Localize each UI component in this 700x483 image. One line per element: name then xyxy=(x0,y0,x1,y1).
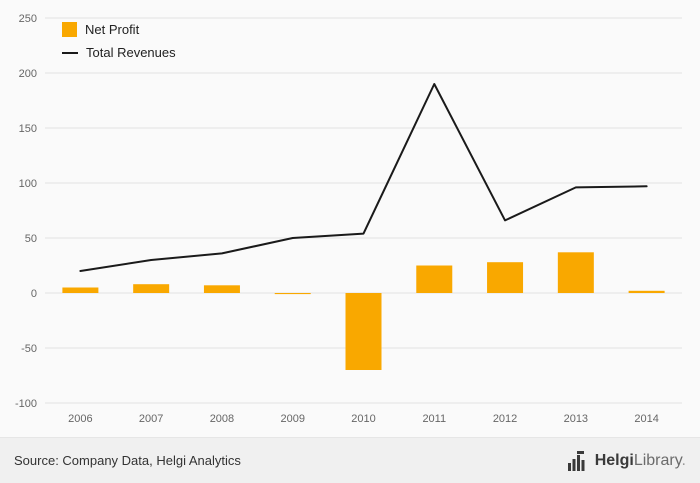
x-axis-tick-label: 2008 xyxy=(210,413,234,425)
y-axis-tick-label: 0 xyxy=(31,288,37,300)
total-revenues-line xyxy=(79,83,648,272)
net-profit-bar xyxy=(62,287,99,293)
net-profit-bar xyxy=(557,252,594,293)
net-profit-bar xyxy=(416,265,453,293)
x-axis-tick-label: 2006 xyxy=(68,413,92,425)
logo-text-library: Library xyxy=(633,451,682,469)
logo-text: HelgiLibrary. xyxy=(595,452,686,470)
y-axis-tick-label: 150 xyxy=(19,123,37,135)
y-axis-tick-label: 100 xyxy=(19,178,37,190)
source-attribution: Source: Company Data, Helgi Analytics xyxy=(14,453,241,468)
x-axis-tick-label: 2007 xyxy=(139,413,163,425)
logo-text-helgi: Helgi xyxy=(594,451,634,469)
net-profit-bar xyxy=(628,290,665,293)
net-profit-bar xyxy=(487,262,524,293)
net-profit-bar xyxy=(274,293,311,295)
legend-item-total-revenues: Total Revenues xyxy=(62,45,176,60)
total-revenues-line-swatch-icon xyxy=(62,51,78,54)
x-axis-tick-label: 2012 xyxy=(493,413,517,425)
chart-legend: Net Profit Total Revenues xyxy=(62,22,176,60)
x-axis-tick-label: 2009 xyxy=(280,413,304,425)
helgi-library-logo-icon xyxy=(567,450,585,471)
y-axis-tick-label: -50 xyxy=(21,343,37,355)
footer-bar: Source: Company Data, Helgi Analytics He… xyxy=(0,437,700,483)
x-axis-tick-label: 2013 xyxy=(564,413,588,425)
net-profit-bar xyxy=(345,293,382,370)
y-axis-tick-label: 200 xyxy=(19,68,37,80)
chart-area: -100 -50 0 50 100 150 200 250 2006 2007 2008 2009 20… xyxy=(15,13,682,425)
legend-label-net-profit: Net Profit xyxy=(85,22,140,37)
legend-item-net-profit: Net Profit xyxy=(62,22,176,37)
x-axis-tick-label: 2014 xyxy=(634,413,658,425)
x-axis-tick-label: 2010 xyxy=(351,413,375,425)
net-profit-bar xyxy=(203,285,240,293)
net-profit-revenues-chart: -100 -50 0 50 100 150 200 250 2006 2007 2008 2009 20… xyxy=(15,13,682,425)
y-axis-tick-label: 50 xyxy=(25,233,37,245)
net-profit-bar xyxy=(133,284,170,293)
x-axis-tick-label: 2011 xyxy=(422,413,446,425)
y-axis-tick-label: 250 xyxy=(19,13,37,25)
legend-label-total-revenues: Total Revenues xyxy=(86,45,176,60)
helgi-library-logo: HelgiLibrary. xyxy=(567,450,686,471)
y-axis-tick-label: -100 xyxy=(15,398,37,410)
net-profit-swatch-icon xyxy=(62,22,77,37)
logo-text-dot: . xyxy=(681,451,686,469)
